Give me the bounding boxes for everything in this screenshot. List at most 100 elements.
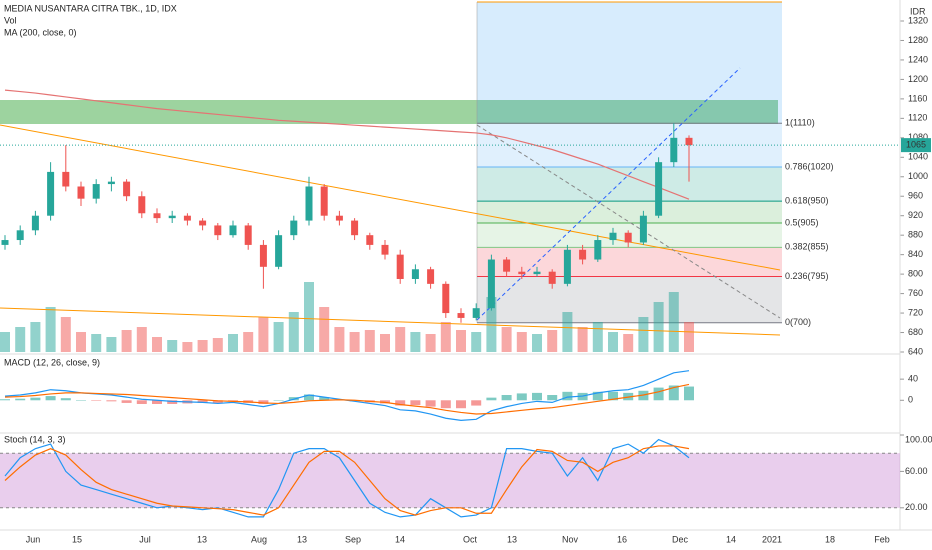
- x-tick-label: 18: [825, 534, 835, 544]
- volume-bar: [380, 334, 390, 352]
- y-tick-label: 1280: [908, 35, 928, 45]
- macd-histogram: [121, 400, 132, 403]
- stoch-band: [0, 453, 900, 508]
- candle-body: [168, 215, 176, 219]
- candle-body: [62, 171, 70, 187]
- macd-histogram: [304, 394, 314, 401]
- volume-bar: [121, 330, 132, 352]
- candle-body: [533, 271, 541, 275]
- x-tick-label: 16: [617, 534, 627, 544]
- macd-histogram: [60, 398, 71, 401]
- candle-body: [457, 313, 465, 318]
- macd-histogram: [91, 400, 102, 401]
- volume-bar: [258, 317, 269, 352]
- volume-bar: [516, 332, 527, 352]
- macd-histogram: [395, 400, 406, 406]
- macd-histogram: [440, 400, 451, 409]
- macd-histogram: [152, 400, 162, 404]
- macd-histogram: [471, 400, 482, 406]
- macd-histogram: [258, 400, 269, 404]
- stoch-tick-label: 100.00: [905, 434, 932, 444]
- resistance-zone: [0, 100, 778, 124]
- x-tick-label: 14: [726, 534, 736, 544]
- macd-tick-label: 0: [908, 395, 913, 405]
- volume-bar: [668, 292, 679, 352]
- x-tick-label: Sep: [345, 534, 361, 544]
- candle-body: [47, 171, 55, 216]
- volume-bar: [653, 302, 664, 352]
- macd-histogram: [197, 400, 208, 403]
- candle-body: [1, 240, 9, 245]
- candle-body: [503, 259, 511, 272]
- macd-histogram: [668, 385, 679, 401]
- volume-bar: [212, 338, 223, 352]
- macd-histogram: [592, 391, 603, 401]
- macd-histogram: [653, 387, 664, 401]
- volume-bar: [334, 327, 345, 352]
- volume-bar: [471, 332, 482, 352]
- volume-bar: [319, 307, 330, 352]
- y-tick-label: 1080: [908, 132, 928, 142]
- candle-body: [107, 181, 115, 185]
- candle-body: [487, 259, 495, 309]
- stoch-tick-label: 20.00: [905, 502, 928, 512]
- macd-histogram: [410, 400, 421, 406]
- volume-bar: [638, 317, 649, 352]
- candle-body: [685, 137, 693, 146]
- volume-bar: [243, 332, 254, 352]
- macd-histogram: [684, 386, 694, 401]
- volume-bar: [486, 297, 497, 352]
- candle-body: [123, 181, 131, 197]
- macd-histogram: [425, 400, 436, 407]
- macd-histogram: [532, 392, 542, 401]
- y-tick-label: 960: [908, 191, 923, 201]
- candle-body: [305, 186, 313, 221]
- candle-body: [548, 271, 556, 284]
- x-tick-label: 2021: [762, 534, 782, 544]
- fib-label: 1(1110): [785, 118, 815, 128]
- y-tick-label: 760: [908, 288, 923, 298]
- candle-body: [381, 244, 389, 255]
- fib-band: [477, 276, 782, 323]
- fib-band: [477, 201, 782, 224]
- candle-body: [579, 249, 587, 260]
- candle-body: [275, 235, 283, 267]
- candle-body: [153, 213, 161, 219]
- candle-body: [16, 230, 24, 241]
- volume-bar: [395, 327, 406, 352]
- candle-body: [411, 269, 419, 279]
- symbol-title: MEDIA NUSANTARA CITRA TBK., 1D, IDX: [4, 3, 177, 13]
- volume-bar: [577, 327, 588, 352]
- candle-body: [670, 137, 678, 163]
- y-tick-label: 840: [908, 249, 923, 259]
- x-tick-label: Oct: [463, 534, 478, 544]
- candle-body: [77, 186, 85, 199]
- macd-histogram: [547, 395, 558, 401]
- x-tick-label: 13: [197, 534, 207, 544]
- candle-body: [259, 244, 267, 267]
- candle-body: [366, 235, 374, 245]
- volume-bar: [228, 334, 238, 352]
- x-tick-label: 14: [395, 534, 405, 544]
- last-price-label: 1065: [906, 140, 926, 150]
- volume-bar: [623, 334, 634, 352]
- volume-bar: [167, 340, 178, 352]
- fib-extension: [477, 2, 782, 124]
- candle-body: [518, 271, 526, 275]
- volume-bar: [182, 342, 193, 352]
- x-tick-label: Jul: [139, 534, 151, 544]
- candle-body: [563, 249, 571, 284]
- price-pane: 1(1110) 0.786(1020) 0.618(950) 0.5(905) 0.38…: [0, 1, 928, 356]
- volume-bar: [106, 337, 117, 352]
- candle-body: [244, 225, 252, 245]
- candle-body: [396, 254, 404, 279]
- candle-body: [594, 240, 602, 260]
- macd-tick-label: 40: [908, 374, 918, 384]
- volume-bar: [288, 312, 299, 352]
- stoch-label: Stoch (14, 3, 3): [4, 434, 66, 444]
- macd-histogram: [30, 397, 41, 401]
- volume-bar: [60, 317, 71, 352]
- candle-body: [427, 269, 435, 284]
- macd-histogram: [136, 400, 147, 404]
